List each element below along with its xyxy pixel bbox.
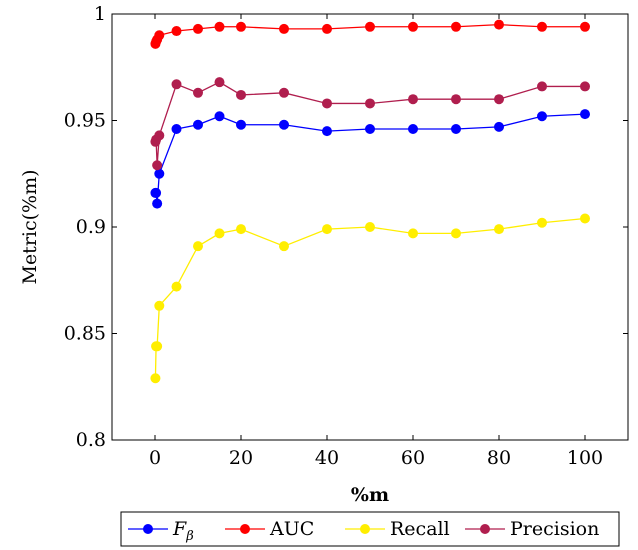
series-layer (150, 19, 590, 384)
series-f- (150, 109, 590, 209)
data-point (236, 21, 246, 32)
data-point (171, 124, 182, 135)
x-tick-label: 0 (149, 447, 161, 469)
data-point (580, 21, 590, 32)
data-point (365, 124, 375, 135)
series-line (154, 217, 586, 379)
data-point (408, 124, 418, 135)
data-point (580, 213, 590, 224)
ticks-layer: 0 20 40 60 80 100 0.8 0.85 0.9 0.95 1 (64, 3, 628, 469)
legend-marker (360, 524, 370, 534)
data-point (322, 98, 332, 109)
data-point (152, 341, 163, 352)
x-tick-label: 20 (229, 447, 253, 469)
data-point (152, 160, 163, 171)
data-point (494, 94, 504, 105)
y-tick-label: 0.85 (64, 323, 106, 345)
data-point (365, 98, 375, 109)
data-point (322, 23, 332, 34)
data-point (279, 119, 289, 130)
data-point (322, 126, 332, 137)
data-point (537, 217, 547, 228)
series-auc (150, 19, 590, 49)
data-point (279, 87, 289, 98)
data-point (214, 228, 225, 239)
data-point (154, 168, 165, 179)
legend-marker (240, 524, 250, 534)
data-point (236, 89, 246, 100)
x-tick-label: 40 (315, 447, 339, 469)
data-point (154, 300, 165, 311)
data-point (537, 21, 547, 32)
series-recall (150, 213, 590, 384)
y-tick-label: 0.8 (76, 429, 106, 451)
data-point (171, 281, 182, 292)
data-point (580, 109, 590, 120)
legend-marker (480, 524, 490, 534)
data-point (236, 224, 246, 235)
data-point (214, 21, 225, 32)
data-point (236, 119, 246, 130)
data-point (193, 119, 203, 130)
data-point (451, 94, 461, 105)
x-tick-label: 100 (567, 447, 603, 469)
legend-label: Precision (510, 518, 599, 540)
data-point (408, 94, 418, 105)
data-point (537, 111, 547, 122)
data-point (171, 26, 182, 37)
data-point (322, 224, 332, 235)
data-point (214, 111, 225, 122)
data-point (580, 81, 590, 92)
data-point (193, 23, 203, 34)
data-point (408, 228, 418, 239)
legend-item: Precision (465, 518, 599, 540)
data-point (193, 241, 203, 252)
y-tick-label: 0.95 (64, 110, 106, 132)
data-point (151, 187, 162, 198)
data-point (279, 23, 289, 34)
x-tick-label: 60 (401, 447, 425, 469)
data-point (451, 21, 461, 32)
data-point (365, 21, 375, 32)
data-point (214, 77, 225, 88)
data-point (279, 241, 289, 252)
series-line (154, 81, 585, 166)
x-tick-label: 80 (487, 447, 511, 469)
data-point (154, 30, 165, 41)
legend-marker (143, 524, 153, 534)
legend-item: Fβ (128, 518, 194, 544)
legend-label: Fβ (172, 518, 194, 544)
legend-label: AUC (269, 518, 314, 540)
x-axis-label: %m (351, 484, 389, 506)
data-point (408, 21, 418, 32)
data-point (154, 130, 165, 141)
legend-item: AUC (225, 518, 314, 540)
y-tick-label: 0.9 (76, 216, 106, 238)
data-point (152, 198, 163, 209)
data-point (451, 228, 461, 239)
data-point (451, 124, 461, 135)
data-point (494, 224, 504, 235)
data-point (365, 222, 375, 232)
data-point (193, 87, 203, 98)
legend-label: Recall (390, 518, 450, 540)
legend-item: Recall (345, 518, 450, 540)
legend-box (120, 511, 620, 547)
y-axis-label: Metric(%m) (19, 169, 41, 284)
series-precision (150, 77, 590, 171)
data-point (150, 373, 161, 384)
data-point (494, 19, 504, 30)
data-point (537, 81, 547, 92)
y-tick-label: 1 (94, 3, 106, 25)
legend: Fβ AUC Recall Precision (120, 511, 620, 547)
data-point (171, 79, 182, 90)
data-point (494, 121, 504, 132)
